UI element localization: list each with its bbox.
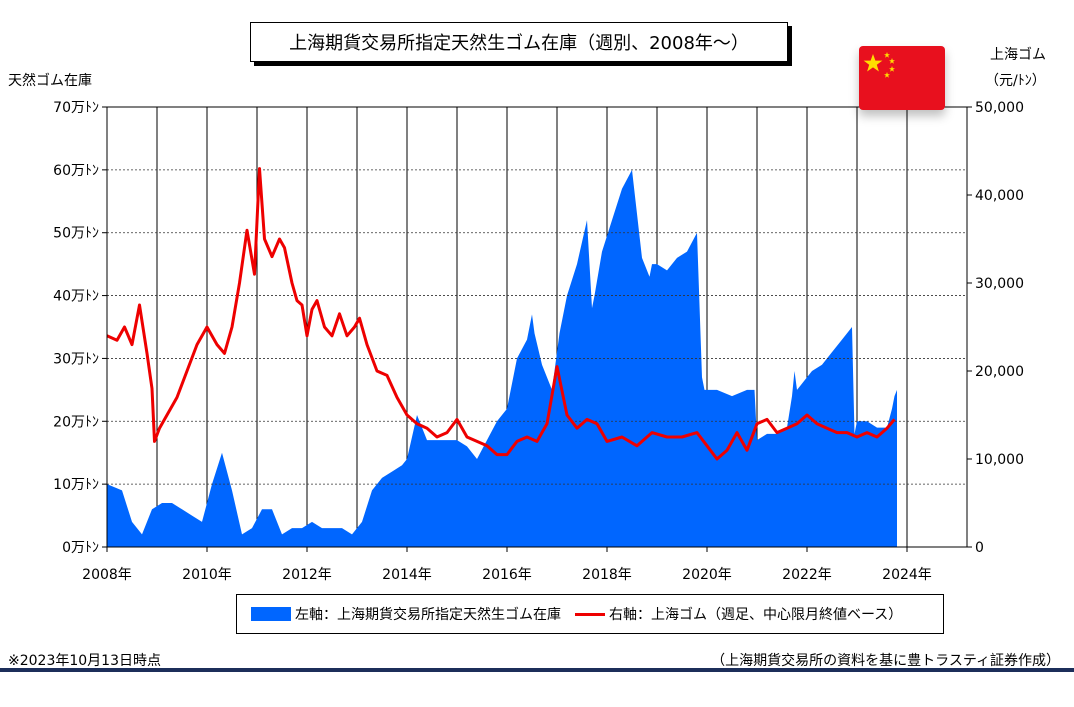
plot-frame bbox=[106, 106, 968, 548]
right-tick-label: 10,000 bbox=[975, 452, 1024, 468]
left-tick-label: 40万ﾄﾝ bbox=[53, 289, 99, 305]
x-tick-label: 2012年 bbox=[282, 567, 332, 583]
legend-area-swatch bbox=[251, 607, 291, 621]
legend-area-label: 左軸：上海期貨交易所指定天然生ゴム在庫 bbox=[295, 607, 561, 623]
china-flag-icon bbox=[859, 46, 945, 110]
chart-axes bbox=[102, 106, 972, 552]
left-tick-label: 20万ﾄﾝ bbox=[53, 414, 99, 430]
right-tick-label: 50,000 bbox=[975, 100, 1024, 116]
right-tick-label: 0 bbox=[975, 540, 984, 556]
legend-line-swatch bbox=[575, 612, 605, 616]
right-axis-unit: （元/ﾄﾝ） bbox=[985, 73, 1046, 89]
date-note: ※2023年10月13日時点 bbox=[8, 653, 161, 669]
x-tick-label: 2014年 bbox=[382, 567, 432, 583]
chart-title: 上海期貨交易所指定天然生ゴム在庫（週別、2008年～） bbox=[250, 22, 788, 62]
right-axis-label: 上海ゴム bbox=[990, 47, 1046, 63]
right-tick-label: 20,000 bbox=[975, 364, 1024, 380]
price-line bbox=[106, 167, 896, 461]
inventory-area bbox=[107, 169, 897, 547]
chart-tick-labels: 0万ﾄﾝ 10万ﾄﾝ 20万ﾄﾝ 30万ﾄﾝ 40万ﾄﾝ 50万ﾄﾝ 60万ﾄﾝ 70万ﾄﾝ 0… bbox=[53, 100, 1024, 583]
x-tick-label: 2010年 bbox=[182, 567, 232, 583]
left-tick-label: 30万ﾄﾝ bbox=[53, 351, 99, 367]
price-line-series bbox=[106, 167, 896, 461]
source-note: （上海期貨交易所の資料を基に豊トラスティ証券作成） bbox=[711, 653, 1060, 669]
inventory-area-series bbox=[107, 169, 897, 547]
x-tick-label: 2022年 bbox=[782, 567, 832, 583]
legend-line-label: 右軸：上海ゴム（週足、中心限月終値ベース） bbox=[609, 607, 903, 623]
bottom-rule bbox=[0, 668, 1074, 672]
left-tick-label: 70万ﾄﾝ bbox=[53, 100, 99, 116]
x-tick-label: 2018年 bbox=[582, 567, 632, 583]
x-tick-label: 2016年 bbox=[482, 567, 532, 583]
chart-legend: 左軸：上海期貨交易所指定天然生ゴム在庫 右軸：上海ゴム（週足、中心限月終値ベース… bbox=[236, 594, 944, 634]
x-tick-label: 2024年 bbox=[882, 567, 932, 583]
left-tick-label: 0万ﾄﾝ bbox=[62, 540, 99, 556]
left-tick-label: 10万ﾄﾝ bbox=[53, 477, 99, 493]
flag-stars bbox=[863, 52, 895, 78]
left-axis-label: 天然ゴム在庫 bbox=[8, 73, 92, 89]
right-tick-label: 40,000 bbox=[975, 188, 1024, 204]
x-tick-label: 2020年 bbox=[682, 567, 732, 583]
right-tick-label: 30,000 bbox=[975, 276, 1024, 292]
x-tick-label: 2008年 bbox=[82, 567, 132, 583]
left-tick-label: 60万ﾄﾝ bbox=[53, 163, 99, 179]
left-tick-label: 50万ﾄﾝ bbox=[53, 226, 99, 242]
